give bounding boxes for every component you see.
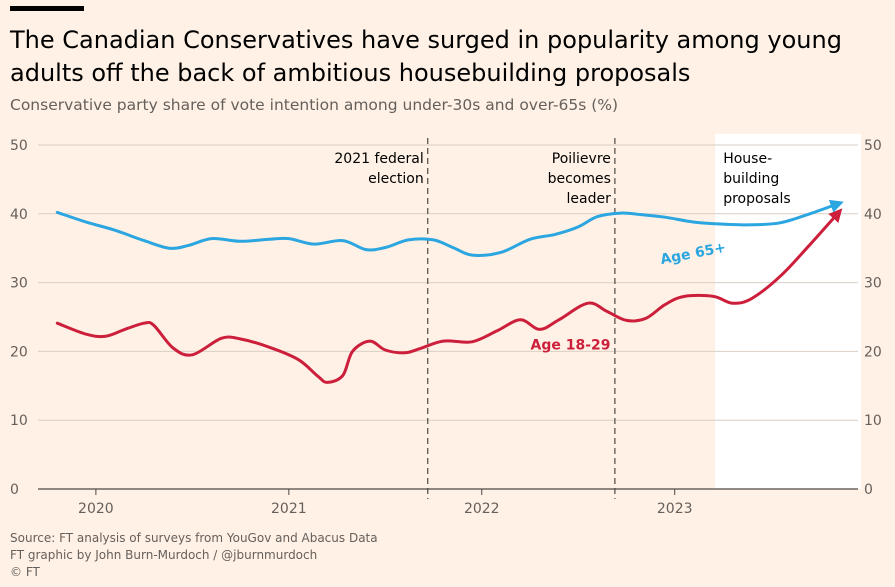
y-tick-label-right: 40 [864, 207, 882, 223]
y-tick-label-right: 0 [864, 482, 873, 498]
series-line-age1829 [55, 208, 843, 384]
shaded-period-label: House-building proposals [723, 151, 790, 207]
x-tick-label: 2020 [78, 501, 114, 517]
copyright-note: © FT [10, 565, 40, 579]
chart-subtitle: Conservative party share of vote intenti… [10, 96, 619, 114]
y-tick-label-right: 20 [864, 344, 882, 360]
series-line-age65 [55, 199, 844, 257]
y-axis-left: 0 10 20 30 40 50 [10, 138, 28, 498]
x-axis: 2020 2021 2022 2023 [78, 489, 693, 517]
credit-note: FT graphic by John Burn-Murdoch / @jburn… [10, 548, 318, 562]
source-note: Source: FT analysis of surveys from YouG… [10, 531, 378, 545]
event-markers: House-building proposals 2021 federal elect… [334, 138, 791, 499]
event-label: Poilievre becomes leader [548, 151, 612, 207]
gridlines [38, 144, 858, 490]
y-tick-label-left: 20 [10, 344, 28, 360]
y-tick-label-left: 40 [10, 207, 28, 223]
series-lines [55, 199, 844, 384]
y-tick-label-left: 50 [10, 138, 28, 154]
y-tick-label-left: 30 [10, 276, 28, 292]
y-tick-label-right: 50 [864, 138, 882, 154]
y-tick-label-left: 10 [10, 413, 28, 429]
event-label: 2021 federal election [334, 151, 423, 187]
chart-footer: Source: FT analysis of surveys from YouG… [10, 530, 378, 581]
x-tick-label: 2021 [271, 501, 307, 517]
x-tick-label: 2022 [464, 501, 500, 517]
y-tick-label-left: 0 [10, 482, 19, 498]
shaded-period-highlight [715, 134, 861, 489]
ft-brand-bar [10, 6, 84, 11]
x-tick-label: 2023 [657, 501, 693, 517]
y-axis-right: 0 10 20 30 40 50 [864, 138, 882, 498]
chart-title: The Canadian Conservatives have surged i… [10, 26, 842, 87]
y-tick-label-right: 10 [864, 413, 882, 429]
series-label-age1829: Age 18-29 [531, 337, 611, 353]
y-tick-label-right: 30 [864, 276, 882, 292]
